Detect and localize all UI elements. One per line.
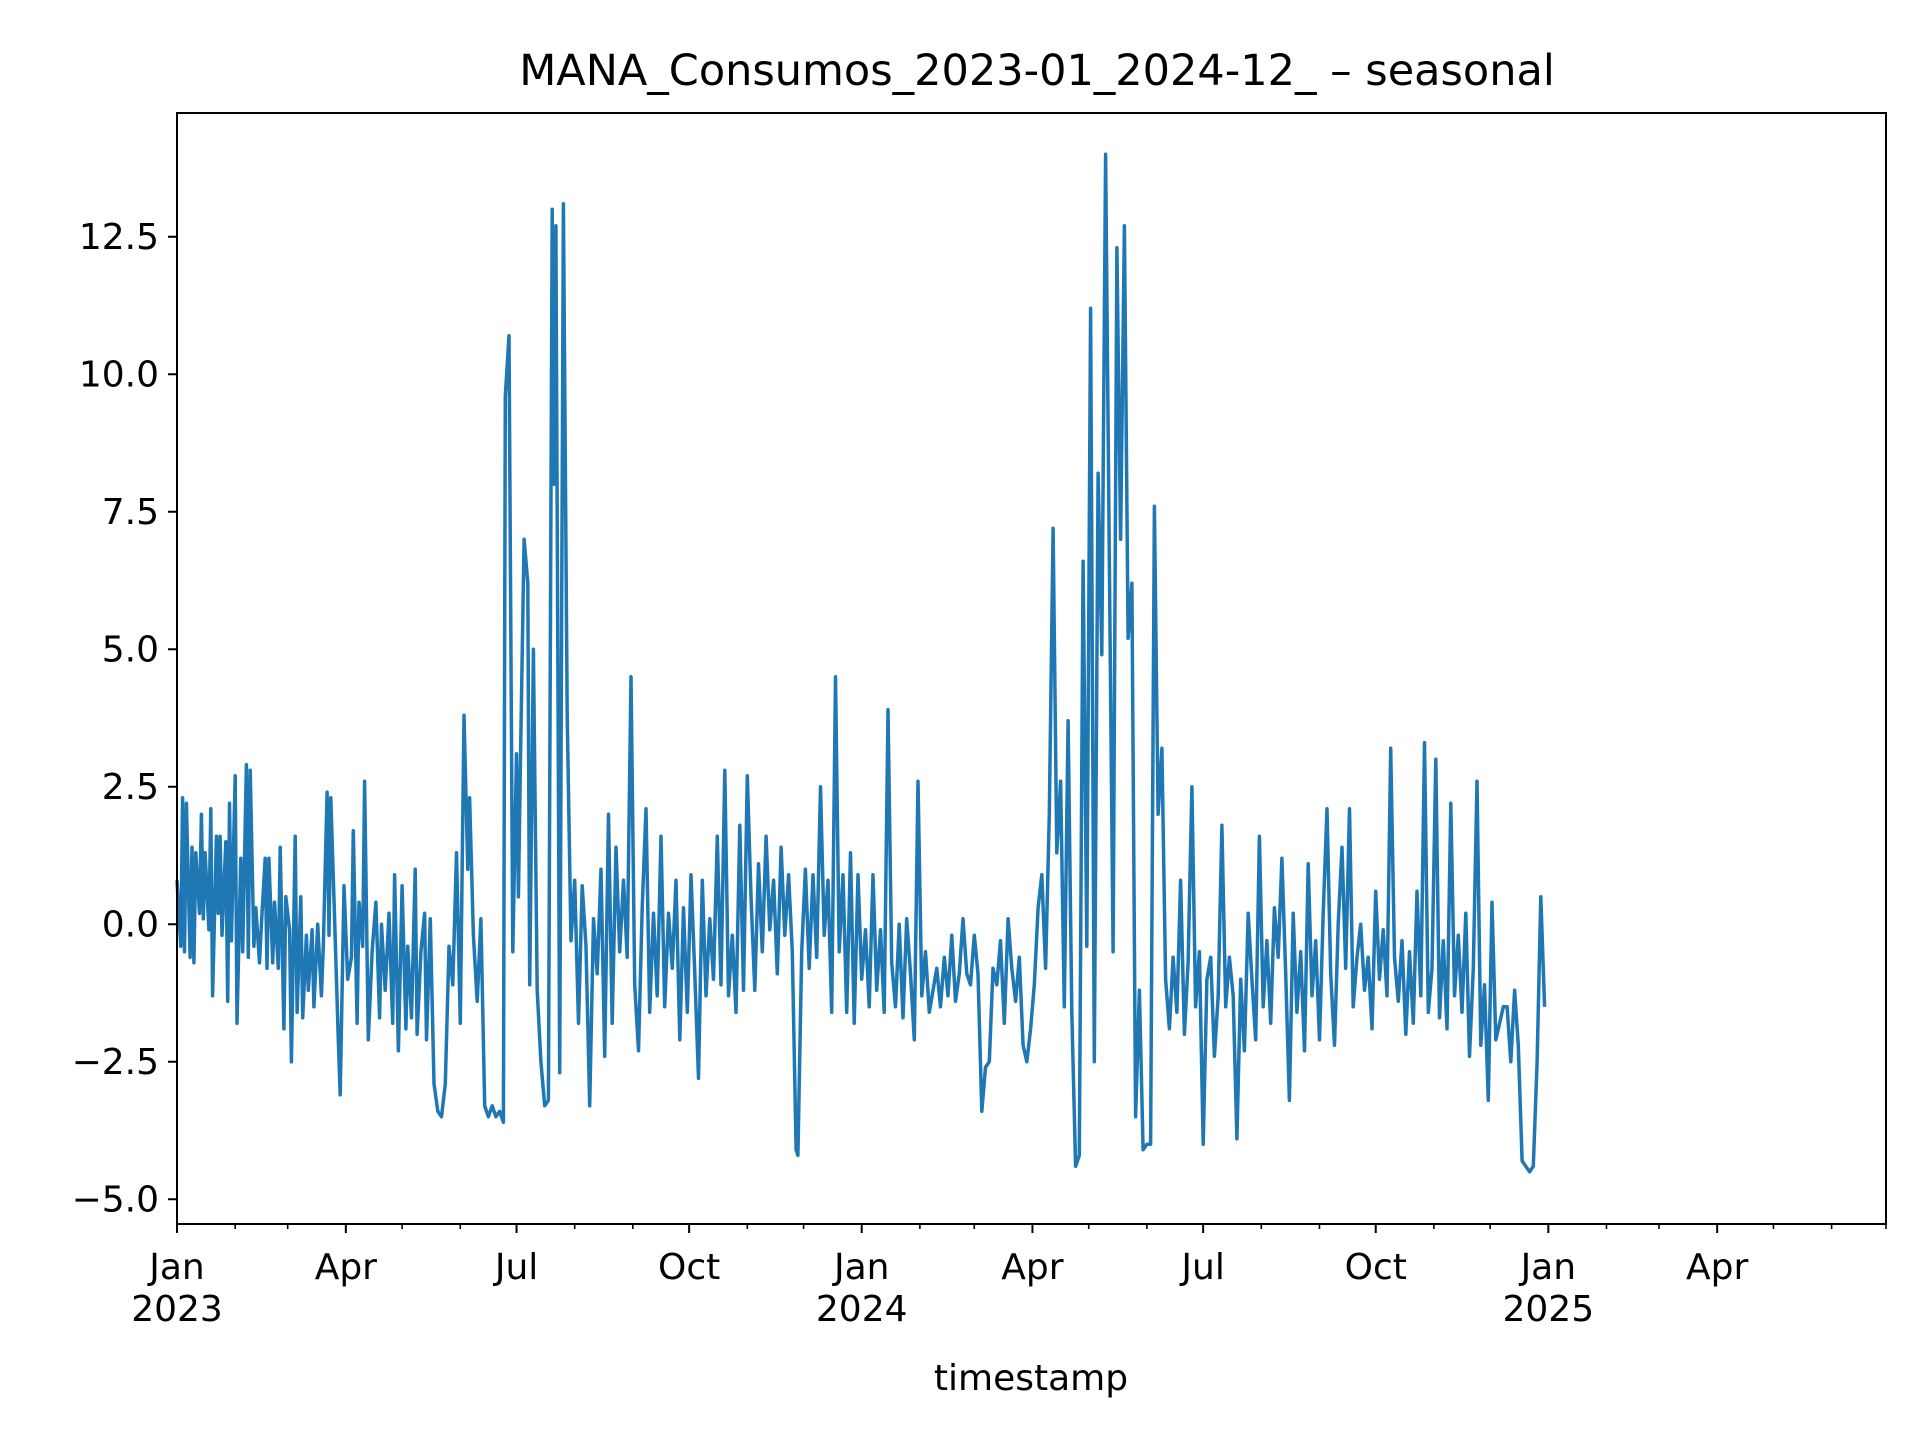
x-tick-label: Jan: [1519, 1247, 1577, 1288]
y-axis: −5.0 −2.5 0.0 2.5 5.0 7.5 10.0 12.5: [72, 217, 177, 1220]
x-tick-label: Apr: [315, 1247, 377, 1288]
y-tick-label: 7.5: [102, 492, 159, 533]
y-tick-label: −5.0: [72, 1179, 159, 1220]
y-tick-label: 0.0: [102, 904, 159, 945]
chart-title: MANA_Consumos_2023-01_2024-12_ – seasona…: [519, 46, 1555, 96]
series-line: [175, 152, 1547, 1174]
x-tick-year-label: 2025: [1503, 1289, 1595, 1330]
x-axis-label: timestamp: [934, 1358, 1128, 1399]
x-tick-label: Apr: [1001, 1247, 1063, 1288]
x-tick-label: Oct: [658, 1247, 720, 1288]
x-tick-year-label: 2023: [131, 1289, 223, 1330]
x-tick-label: Apr: [1686, 1247, 1748, 1288]
x-tick-year-label: 2024: [816, 1289, 908, 1330]
y-tick-label: 2.5: [102, 767, 159, 808]
x-tick-label: Jan: [832, 1247, 890, 1288]
x-tick-label: Jul: [493, 1247, 538, 1288]
y-tick-label: 12.5: [79, 217, 159, 258]
y-tick-label: 5.0: [102, 629, 159, 670]
y-tick-label: 10.0: [79, 354, 159, 395]
x-tick-label: Jul: [1179, 1247, 1224, 1288]
x-tick-label: Oct: [1345, 1247, 1407, 1288]
y-tick-label: −2.5: [72, 1042, 159, 1083]
x-tick-label: Jan: [147, 1247, 205, 1288]
